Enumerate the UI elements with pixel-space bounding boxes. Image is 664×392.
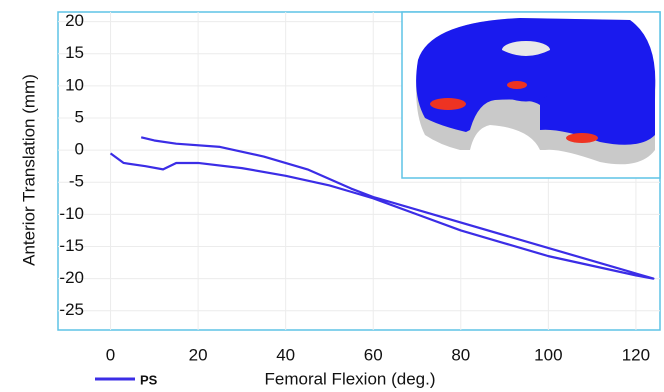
x-tick-label: 60 — [364, 345, 383, 364]
chart: Anterior Translation (mm) Femoral Flexio… — [0, 0, 664, 392]
legend-label: PS — [140, 372, 158, 387]
y-tick-label: 20 — [65, 11, 84, 30]
y-tick-label: -20 — [59, 268, 84, 287]
y-tick-label: 10 — [65, 75, 84, 94]
y-tick-label: -5 — [69, 172, 84, 191]
contact-spot — [430, 98, 466, 110]
x-tick-label: 20 — [189, 345, 208, 364]
y-tick-label: -15 — [59, 236, 84, 255]
post — [502, 50, 550, 102]
page: {"chart_data": {"type": "line", "x_label… — [0, 0, 664, 392]
x-axis-title: Femoral Flexion (deg.) — [264, 369, 435, 388]
y-tick-label: -10 — [59, 204, 84, 223]
x-tick-label: 100 — [534, 345, 562, 364]
x-tick-label: 0 — [106, 345, 115, 364]
y-tick-label: -25 — [59, 300, 84, 319]
y-tick-label: 0 — [75, 140, 84, 159]
inset-image — [402, 12, 660, 178]
contact-spot — [566, 133, 598, 143]
x-tick-label: 80 — [451, 345, 470, 364]
x-tick-label: 120 — [622, 345, 650, 364]
contact-spot — [507, 81, 527, 89]
y-axis-title: Anterior Translation (mm) — [19, 74, 38, 266]
y-tick-label: 15 — [65, 43, 84, 62]
y-tick-label: 5 — [75, 107, 84, 126]
x-tick-label: 40 — [276, 345, 295, 364]
